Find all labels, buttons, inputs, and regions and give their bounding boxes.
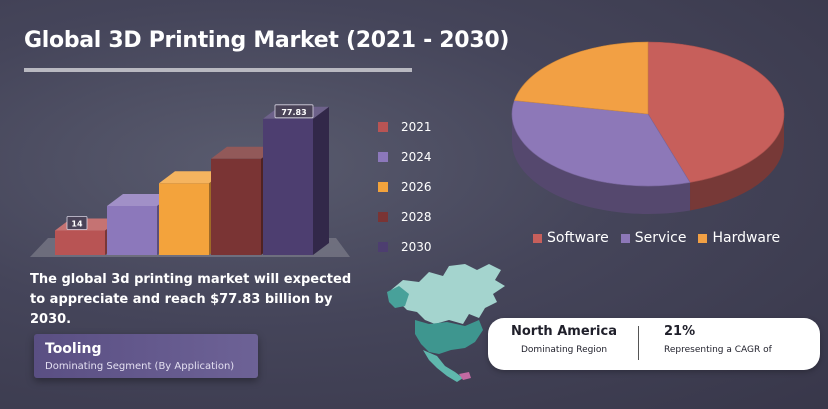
- legend-swatch-2024: [378, 152, 388, 162]
- bar-2030-data-label: 77.83: [281, 108, 306, 117]
- bar-2030-side: [313, 106, 329, 255]
- segment-subtitle: Dominating Segment (By Application): [45, 361, 235, 372]
- legend-swatch-2028: [378, 212, 388, 222]
- bar-2021-data-label: 14: [71, 220, 83, 229]
- pie-legend-label-hardware: Hardware: [712, 230, 781, 246]
- region-card: North America Dominating Region 21% Repr…: [488, 318, 820, 370]
- legend-item-2024: 2024: [378, 142, 432, 172]
- bar-chart: 14 77.83: [30, 104, 350, 257]
- bar-2028-top: [211, 146, 277, 159]
- bar-2028: [211, 158, 261, 255]
- map-canada-shape: [391, 264, 505, 324]
- legend-swatch-2030: [378, 242, 388, 252]
- map-usa-shape: [415, 320, 483, 354]
- cagr-subtitle: Representing a CAGR of: [664, 345, 772, 355]
- map-mexico-shape: [423, 350, 463, 382]
- pie-chart: [511, 41, 785, 214]
- region-name: North America: [511, 324, 617, 339]
- bar-2021-label-box: [66, 216, 88, 230]
- pie-slice-software: [647, 41, 785, 183]
- bar-legend: 2021 2024 2026 2028 2030: [378, 112, 432, 262]
- pie-slice-service-side: [512, 114, 691, 214]
- legend-item-2026: 2026: [378, 172, 432, 202]
- legend-item-2030: 2030: [378, 232, 432, 262]
- cagr-value: 21%: [664, 324, 696, 339]
- pie-slice-software-side: [690, 114, 784, 211]
- dominating-segment-card: Tooling Dominating Segment (By Applicati…: [34, 334, 258, 378]
- bar-2030: [263, 118, 313, 255]
- pie-legend-item-service: Service: [620, 230, 687, 246]
- bar-2026: [159, 183, 209, 255]
- legend-label-2021: 2021: [401, 120, 432, 134]
- bar-2026-top: [159, 171, 225, 184]
- legend-item-2028: 2028: [378, 202, 432, 232]
- pie-legend-label-service: Service: [634, 230, 687, 246]
- pie-legend: Software Service Hardware: [533, 230, 792, 246]
- pie-legend-item-software: Software: [533, 230, 609, 246]
- legend-label-2026: 2026: [401, 180, 432, 194]
- bar-2024-top: [107, 194, 173, 206]
- north-america-map: [387, 264, 505, 382]
- bar-2024: [107, 206, 157, 255]
- bar-2030-label-box: [274, 104, 314, 119]
- page-title: Global 3D Printing Market (2021 - 2030): [24, 28, 510, 53]
- legend-item-2021: 2021: [378, 112, 432, 142]
- bar-2021: [55, 230, 105, 255]
- legend-swatch-2021: [378, 122, 388, 132]
- pie-legend-swatch-service: [620, 233, 630, 243]
- market-description: The global 3d printing market will expec…: [30, 272, 352, 327]
- segment-title: Tooling: [45, 341, 102, 357]
- legend-label-2030: 2030: [401, 240, 432, 254]
- legend-label-2028: 2028: [401, 210, 432, 224]
- pie-legend-label-software: Software: [547, 230, 609, 246]
- map-alaska-shape: [387, 286, 409, 308]
- region-subtitle: Dominating Region: [521, 345, 608, 355]
- pie-slice-service: [511, 100, 691, 187]
- pie-legend-swatch-software: [533, 233, 542, 243]
- map-caribbean-shape: [459, 372, 471, 380]
- pie-slice-hardware: [513, 41, 649, 115]
- legend-swatch-2026: [378, 182, 388, 192]
- pie-legend-item-hardware: Hardware: [698, 230, 780, 246]
- pie-legend-swatch-hardware: [698, 233, 708, 243]
- region-divider: [638, 326, 639, 360]
- legend-label-2024: 2024: [401, 150, 432, 164]
- title-underline: [24, 68, 412, 72]
